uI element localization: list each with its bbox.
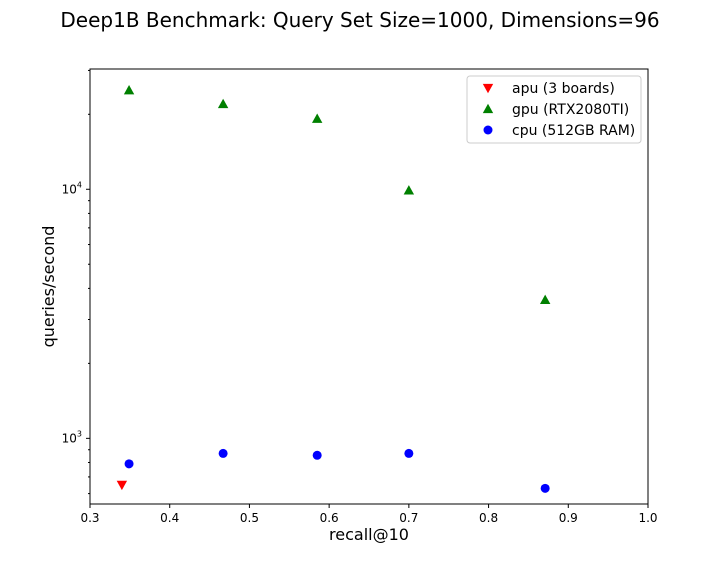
x-tick-label: 1.0 <box>638 511 657 525</box>
x-tick-label: 0.9 <box>559 511 578 525</box>
cpu-data-point <box>540 483 550 493</box>
cpu-data-point <box>218 448 228 458</box>
x-axis: 0.3 0.4 0.5 0.6 0.7 0.8 0.9 1.0 <box>80 504 658 525</box>
x-axis-label: recall@10 <box>329 525 409 544</box>
legend-marker-cpu <box>483 125 493 135</box>
x-tick-label: 0.3 <box>80 511 99 525</box>
gpu-data-point <box>539 294 551 304</box>
x-tick-label: 0.8 <box>479 511 498 525</box>
x-tick-label: 0.6 <box>320 511 339 525</box>
y-tick-label: 104 <box>62 180 82 196</box>
legend-label-gpu: gpu (RTX2080TI) <box>512 102 629 118</box>
cpu-data-point <box>124 459 134 469</box>
legend-marker-gpu <box>482 103 494 114</box>
apu-data-point <box>116 480 128 491</box>
x-tick-label: 0.5 <box>240 511 259 525</box>
gpu-data-point <box>217 98 229 109</box>
chart-title: Deep1B Benchmark: Query Set Size=1000, D… <box>60 8 659 32</box>
cpu-data-point <box>404 448 414 458</box>
gpu-data-point <box>123 84 135 95</box>
y-axis-label: queries/second <box>39 226 58 348</box>
x-tick-label: 0.4 <box>160 511 179 525</box>
axes-frame <box>89 68 649 505</box>
cpu-data-point <box>312 450 322 460</box>
legend: apu (3 boards) gpu (RTX2080TI) cpu (512GB … <box>466 75 642 144</box>
gpu-data-point <box>403 185 415 195</box>
legend-label-apu: apu (3 boards) <box>512 81 615 97</box>
legend-box <box>466 75 642 144</box>
y-tick-label: 103 <box>62 429 82 445</box>
y-axis: 103 104 <box>62 69 90 495</box>
data-markers <box>116 84 551 493</box>
gpu-data-point <box>311 113 323 123</box>
legend-label-cpu: cpu (512GB RAM) <box>512 123 635 139</box>
plot-area: 0.3 0.4 0.5 0.6 0.7 0.8 0.9 1.0 103 104 <box>62 68 658 525</box>
x-tick-label: 0.7 <box>399 511 418 525</box>
legend-marker-apu <box>482 83 494 94</box>
